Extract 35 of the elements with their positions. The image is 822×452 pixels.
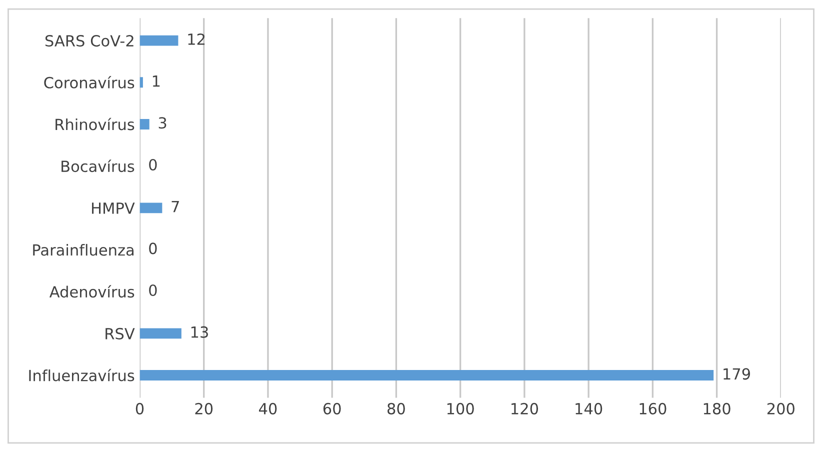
y-tick-label: Influenzavírus	[29, 368, 134, 382]
data-label: 7	[172, 200, 179, 212]
data-label: 179	[724, 368, 750, 380]
x-tick-label: 80	[388, 402, 405, 414]
bar	[140, 35, 178, 46]
x-tick-label: 140	[576, 402, 602, 414]
y-tick-label: Coronavírus	[44, 76, 134, 88]
data-label: 0	[149, 158, 157, 171]
bar	[140, 328, 182, 339]
data-label: 12	[188, 33, 204, 45]
y-tick-label: Rhinovírus	[56, 118, 134, 130]
y-tick-label: Parainfluenza	[33, 244, 134, 256]
y-tick-label: RSV	[106, 328, 135, 340]
data-label: 1	[152, 75, 160, 87]
bar	[140, 202, 162, 214]
data-label: 3	[158, 117, 166, 129]
y-tick-label: Bocavírus	[62, 160, 134, 172]
bar	[140, 77, 143, 88]
y-tick-label: Adenovírus	[49, 285, 134, 298]
x-tick-label: 200	[767, 402, 794, 414]
x-tick-label: 0	[136, 402, 144, 414]
x-tick-label: 40	[259, 402, 277, 414]
x-tick-label: 20	[195, 402, 213, 414]
bar	[140, 119, 150, 130]
y-tick-label: HMPV	[92, 202, 135, 214]
x-tick-label: 100	[447, 402, 474, 414]
data-label: 0	[149, 242, 157, 254]
x-tick-label: 60	[323, 402, 341, 414]
x-tick-label: 120	[512, 402, 538, 414]
data-label: 13	[191, 326, 208, 338]
data-label: 0	[149, 284, 157, 296]
x-tick-label: 180	[704, 402, 730, 414]
bar	[140, 370, 714, 380]
y-tick-label: SARS CoV-2	[45, 35, 134, 47]
x-tick-label: 160	[640, 402, 666, 414]
